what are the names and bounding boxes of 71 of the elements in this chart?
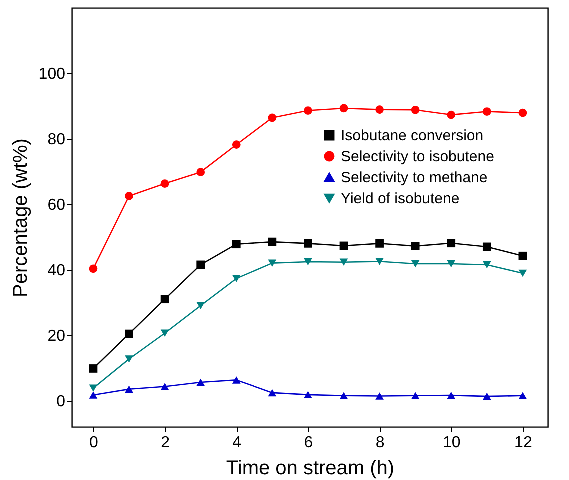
point xyxy=(304,106,312,115)
x-tick-label: 2 xyxy=(161,434,170,452)
point xyxy=(196,378,206,386)
point xyxy=(340,258,348,266)
point xyxy=(340,242,348,250)
legend-label: Selectivity to methane xyxy=(341,170,488,186)
point xyxy=(482,261,492,269)
point xyxy=(376,258,384,266)
point xyxy=(411,106,420,114)
point xyxy=(304,258,312,266)
point xyxy=(160,180,170,188)
point xyxy=(125,192,134,200)
point xyxy=(447,260,456,268)
point xyxy=(447,110,456,120)
point xyxy=(268,114,277,122)
point xyxy=(518,392,528,400)
point xyxy=(482,108,492,116)
point xyxy=(482,242,492,252)
point xyxy=(447,239,456,248)
point xyxy=(518,252,528,260)
point xyxy=(447,392,456,400)
point xyxy=(376,240,384,248)
point xyxy=(196,260,206,270)
point xyxy=(89,384,98,392)
y-tick-label: 60 xyxy=(48,196,66,214)
point xyxy=(196,168,206,176)
point xyxy=(411,242,420,250)
point xyxy=(125,356,134,363)
point xyxy=(340,104,348,113)
point xyxy=(304,240,312,248)
x-axis-title: Time on stream (h) xyxy=(226,458,395,480)
point xyxy=(268,260,277,267)
x-tick-label: 0 xyxy=(90,434,99,452)
x-tick-label: 4 xyxy=(232,434,242,452)
point xyxy=(232,240,241,249)
point xyxy=(376,106,384,114)
y-tick-label: 80 xyxy=(48,131,66,148)
point xyxy=(89,364,98,373)
point xyxy=(268,238,277,246)
legend-label: Isobutane conversion xyxy=(341,128,484,144)
x-tick-label: 10 xyxy=(442,434,461,452)
point xyxy=(89,392,98,399)
point xyxy=(482,392,492,400)
point xyxy=(268,389,277,397)
point xyxy=(411,392,420,400)
point xyxy=(411,260,420,268)
point xyxy=(125,386,134,393)
point xyxy=(518,108,528,118)
point xyxy=(196,302,206,310)
point xyxy=(160,295,170,304)
x-tick-label: 8 xyxy=(376,434,385,452)
y-axis-title: Percentage (wt%) xyxy=(10,138,32,298)
point xyxy=(89,264,98,274)
y-tick-label: 0 xyxy=(56,393,66,410)
point xyxy=(125,330,134,338)
y-tick-label: 100 xyxy=(38,66,66,83)
legend-label: Yield of isobutene xyxy=(341,190,460,208)
point xyxy=(160,383,170,390)
point xyxy=(518,270,528,278)
x-tick-label: 6 xyxy=(304,434,314,452)
x-tick-label: 12 xyxy=(514,434,532,452)
point xyxy=(304,391,312,399)
point xyxy=(232,140,241,150)
point xyxy=(376,392,384,400)
legend-label: Selectivity to isobutene xyxy=(341,148,494,166)
point xyxy=(340,392,348,400)
y-tick-label: 20 xyxy=(48,328,66,345)
point xyxy=(160,330,170,338)
y-tick-label: 40 xyxy=(48,262,66,280)
point xyxy=(232,376,241,384)
point xyxy=(232,275,241,282)
